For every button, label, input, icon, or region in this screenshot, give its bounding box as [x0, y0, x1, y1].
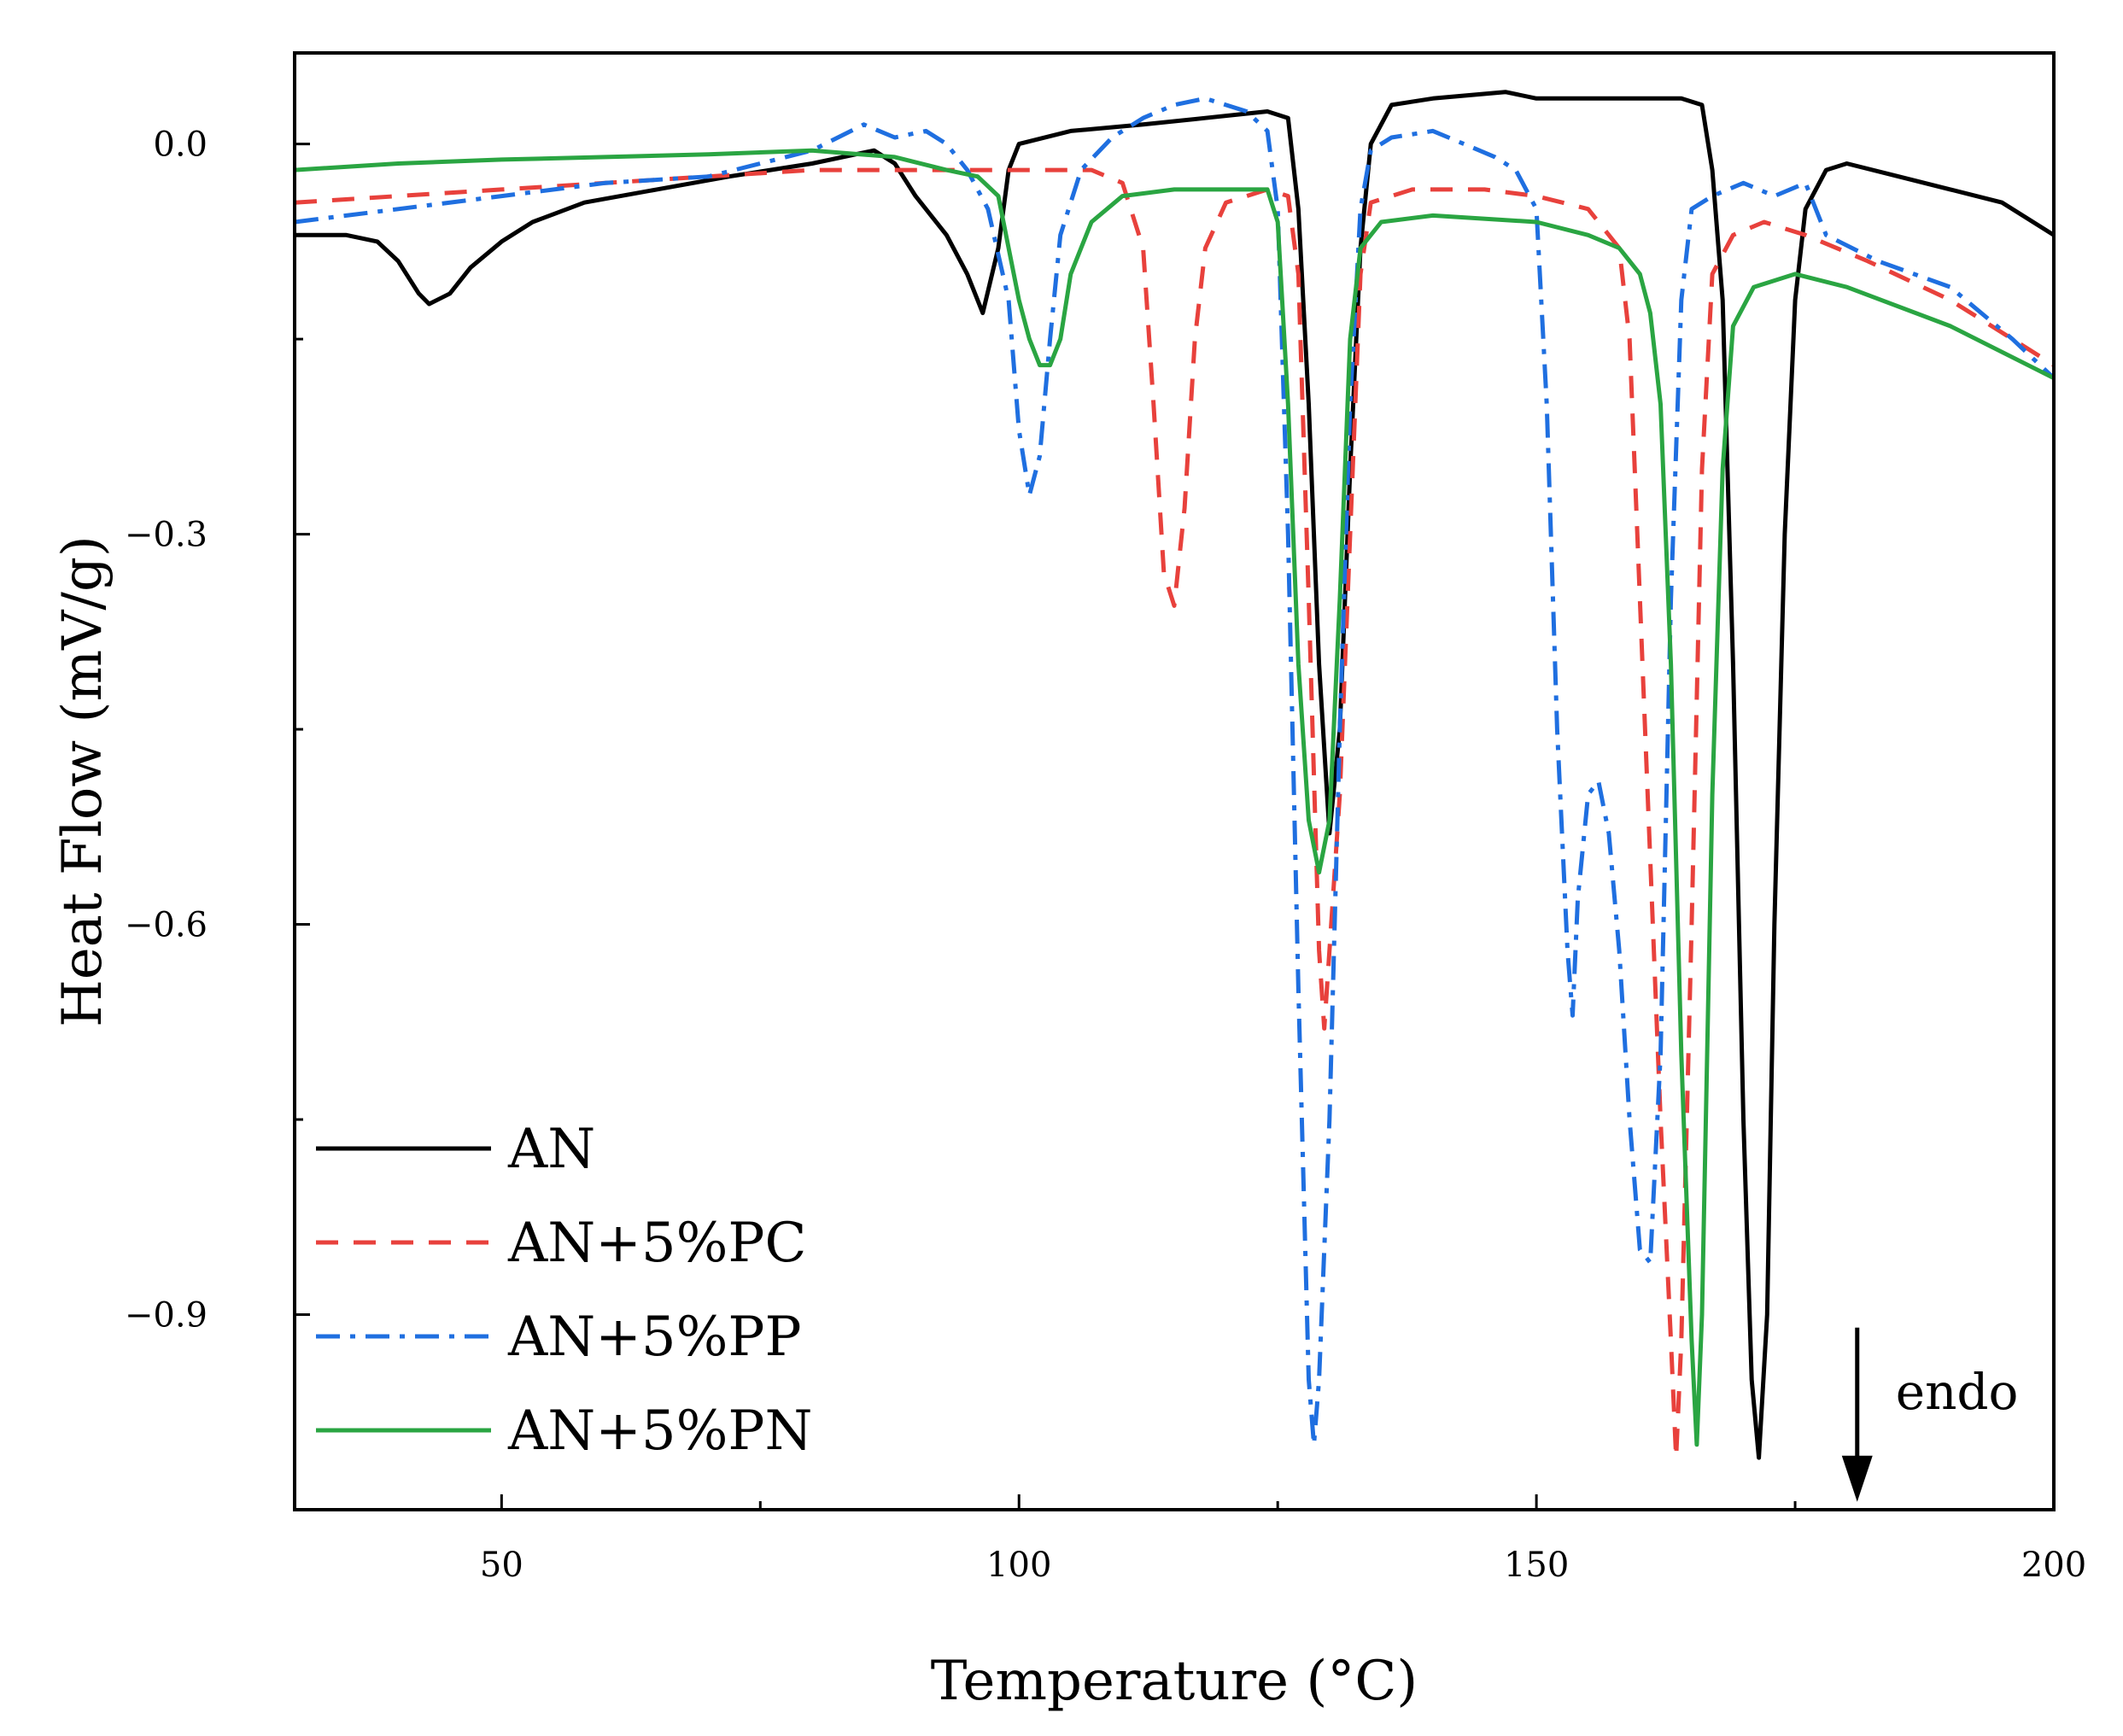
legend: AN AN+5%PC AN+5%PP AN+5%PN	[316, 1118, 812, 1463]
endo-annotation: endo	[1841, 1327, 2019, 1502]
legend-item-an-5pc: AN+5%PC	[316, 1212, 806, 1275]
endo-label: endo	[1896, 1363, 2019, 1421]
y-tick-labels: 0.0 −0.3 −0.6 −0.9	[125, 126, 208, 1336]
legend-label-an-5pp: AN+5%PP	[507, 1306, 802, 1369]
x-tick-label: 200	[2021, 1546, 2086, 1585]
legend-label-an-5pn: AN+5%PN	[507, 1400, 812, 1463]
legend-item-an-5pp: AN+5%PP	[316, 1306, 802, 1369]
legend-item-an-5pn: AN+5%PN	[316, 1400, 812, 1463]
legend-label-an-5pc: AN+5%PC	[507, 1212, 806, 1275]
legend-label-an: AN	[507, 1118, 595, 1181]
endo-arrow-head-icon	[1841, 1455, 1873, 1502]
y-tick-label: −0.3	[125, 516, 208, 555]
legend-item-an: AN	[316, 1118, 595, 1181]
x-axis-title: Temperature (°C)	[931, 1650, 1418, 1713]
series-group	[295, 90, 2054, 1460]
y-tick-label: 0.0	[153, 126, 208, 165]
plot-frame	[293, 51, 2056, 1511]
y-tick-label: −0.6	[125, 906, 208, 945]
y-axis-title: Heat Flow (mV/g)	[51, 535, 114, 1027]
series-line-an	[295, 90, 2054, 1460]
series-line-an-5pn	[295, 148, 2054, 1447]
x-tick-label: 150	[1504, 1546, 1569, 1585]
x-tick-labels: 50 100 150 200	[480, 1546, 2086, 1585]
y-tick-label: −0.9	[125, 1296, 208, 1336]
x-tick-label: 100	[986, 1546, 1051, 1585]
x-tick-label: 50	[480, 1546, 523, 1585]
